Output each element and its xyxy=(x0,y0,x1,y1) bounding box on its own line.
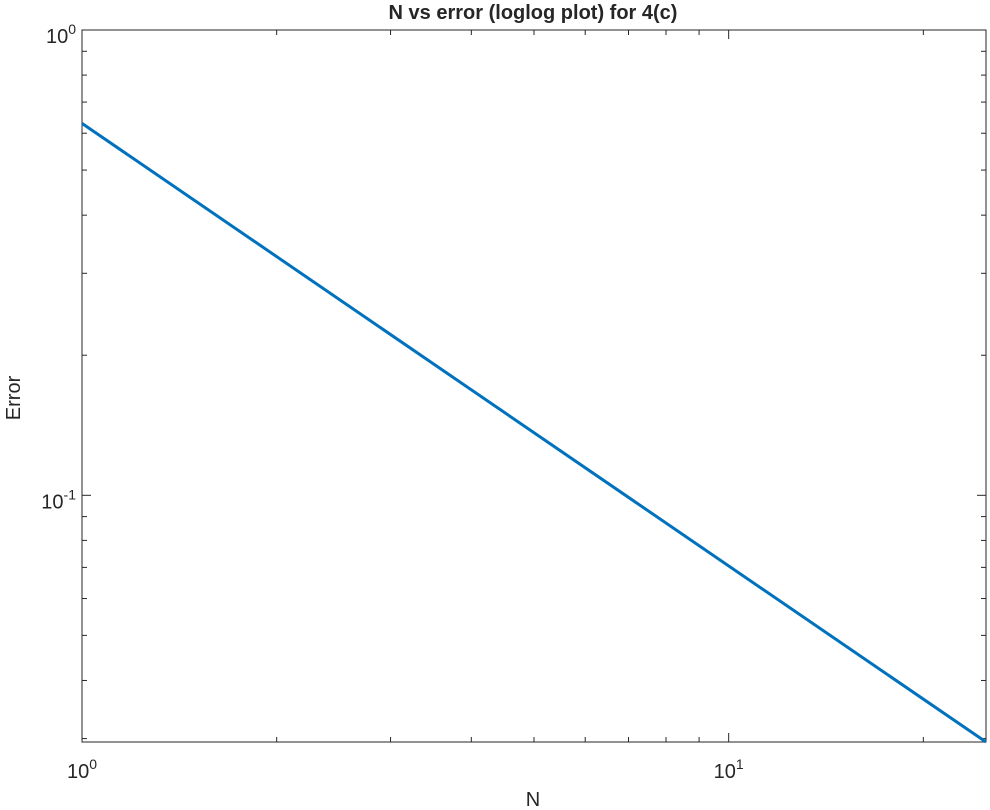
x-tick-label: 100 xyxy=(67,756,97,783)
y-axis-label: Error xyxy=(3,375,25,420)
x-axis-label: N xyxy=(526,789,540,810)
y-tick-label: 100 xyxy=(46,21,76,48)
plot-area: 100 101 10-1 100 xyxy=(41,21,987,783)
series-line xyxy=(81,122,987,744)
axes-box xyxy=(81,29,987,743)
y-tick-label: 10-1 xyxy=(41,486,76,513)
chart-title: N vs error (loglog plot) for 4(c) xyxy=(389,2,678,24)
x-tick-label: 101 xyxy=(714,756,744,783)
